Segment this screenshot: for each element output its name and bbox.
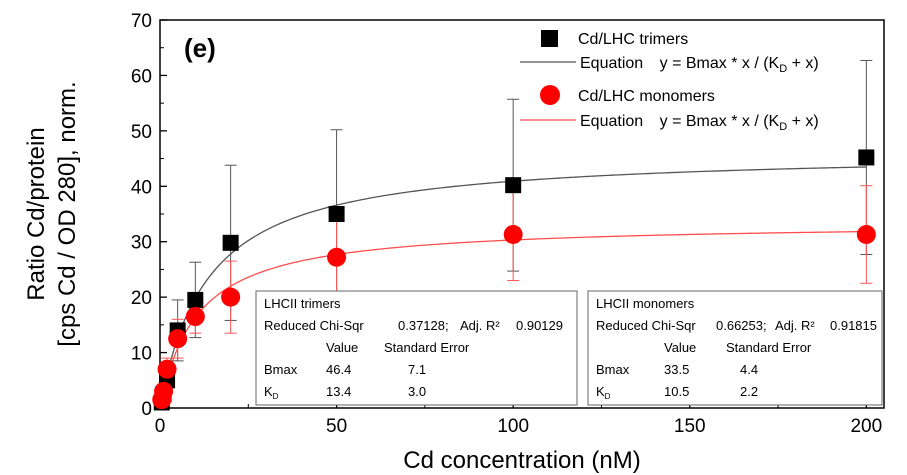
stat-monomers-row2-name: KD	[596, 384, 611, 401]
y-tick-label: 40	[131, 177, 152, 198]
stat-trimers-title: LHCII trimers	[264, 296, 341, 311]
y-tick-label: 30	[131, 233, 152, 254]
x-tick-label: 150	[674, 416, 706, 437]
stat-monomers-row1-name: Bmax	[596, 362, 630, 377]
axis-ticks: 0 50 100 150 200 0 10 20 30 40 50 60 70	[131, 11, 882, 437]
stat-monomers-row2-value: 10.5	[664, 384, 689, 399]
stat-trimers-chi-value: 0.37128;	[398, 318, 449, 333]
data-point-monomers	[168, 329, 188, 349]
x-axis-title: Cd concentration (nM)	[403, 447, 640, 474]
y-tick-label: 60	[131, 66, 152, 87]
y-tick-label: 0	[141, 399, 152, 420]
stat-monomers-row1-error: 4.4	[740, 362, 758, 377]
data-point-monomers	[154, 381, 174, 401]
stat-trimers-col-value: Value	[326, 340, 358, 355]
data-point-trimers	[187, 291, 204, 308]
stat-trimers-r2-value: 0.90129	[516, 318, 563, 333]
panel-label: (e)	[184, 33, 216, 63]
stat-monomers-col-value: Value	[664, 340, 696, 355]
stat-monomers-r2-label: Adj. R²	[775, 318, 815, 333]
stat-box-trimers: LHCII trimers Reduced Chi-Sqr 0.37128; A…	[255, 290, 578, 406]
y-axis-title-line1: Ratio Cd/protein	[23, 127, 50, 300]
x-tick-label: 0	[155, 416, 166, 437]
stat-trimers-r2-label: Adj. R²	[460, 318, 500, 333]
stat-trimers-chi-label: Reduced Chi-Sqr	[264, 318, 364, 333]
stat-monomers-row1-value: 33.5	[664, 362, 689, 377]
data-point-monomers	[221, 287, 241, 307]
y-tick-label: 50	[131, 122, 152, 143]
legend-marker-monomers	[540, 85, 560, 105]
stat-monomers-row2-error: 2.2	[740, 384, 758, 399]
data-point-trimers	[858, 149, 875, 166]
data-point-monomers	[327, 247, 347, 267]
y-axis-title-line2: [cps Cd / OD 280], norm.	[54, 81, 81, 346]
stat-monomers-chi-value: 0.66253;	[716, 318, 767, 333]
legend: Cd/LHC trimers Equation y = Bmax * x / (…	[520, 30, 819, 133]
stat-monomers-r2-value: 0.91815	[830, 318, 877, 333]
legend-label-monomers: Cd/LHC monomers	[578, 88, 715, 105]
stat-box-monomers-frame	[587, 290, 883, 406]
stat-monomers-chi-label: Reduced Chi-Sqr	[596, 318, 696, 333]
data-point-trimers	[222, 234, 239, 251]
stat-box-monomers: LHCII monomers Reduced Chi-Sqr 0.66253; …	[587, 290, 883, 406]
stat-monomers-col-error: Standard Error	[726, 340, 812, 355]
stat-monomers-title: LHCII monomers	[596, 296, 695, 311]
data-point-trimers	[505, 177, 522, 194]
stat-trimers-col-error: Standard Error	[384, 340, 470, 355]
x-tick-label: 200	[850, 416, 882, 437]
stat-trimers-row2-value: 13.4	[326, 384, 351, 399]
data-point-monomers	[157, 359, 177, 379]
x-tick-label: 100	[497, 416, 529, 437]
stat-trimers-row2-name: KD	[264, 384, 279, 401]
stat-trimers-row1-value: 46.4	[326, 362, 351, 377]
y-tick-label: 20	[131, 288, 152, 309]
legend-label-trimers: Cd/LHC trimers	[578, 31, 688, 48]
data-point-monomers	[503, 225, 523, 245]
y-tick-label: 10	[131, 344, 152, 365]
x-tick-label: 50	[326, 416, 347, 437]
stat-trimers-row2-error: 3.0	[408, 384, 426, 399]
legend-fit-label-monomers: Equation y = Bmax * x / (KD + x)	[580, 113, 819, 133]
data-point-trimers	[328, 206, 345, 222]
data-point-monomers	[856, 225, 876, 245]
data-point-monomers	[185, 307, 205, 327]
legend-fit-label-trimers: Equation y = Bmax * x / (KD + x)	[580, 55, 819, 75]
stat-box-trimers-frame	[255, 290, 578, 406]
stat-trimers-row1-name: Bmax	[264, 362, 298, 377]
legend-marker-trimers	[541, 30, 558, 47]
stat-trimers-row1-error: 7.1	[408, 362, 426, 377]
data-points	[152, 149, 876, 411]
y-tick-label: 70	[131, 11, 152, 32]
